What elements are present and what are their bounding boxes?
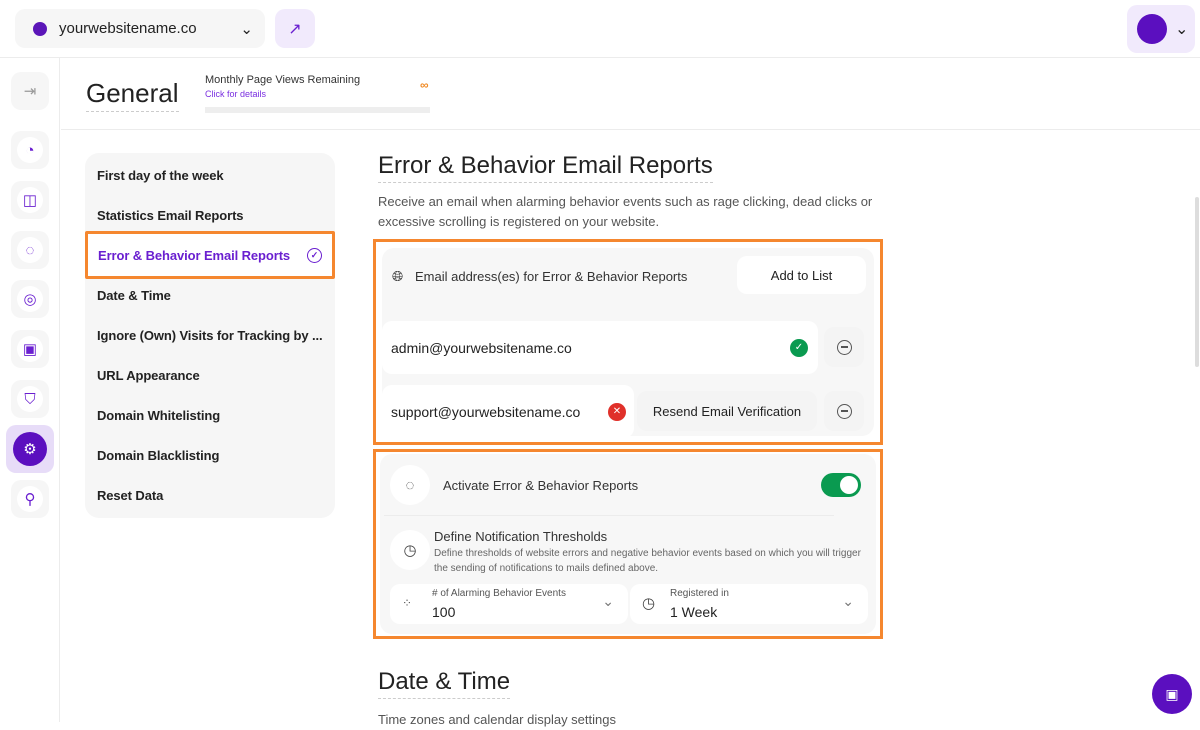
chevron-down-icon: ⌄ xyxy=(1175,21,1189,38)
events-value: 100 xyxy=(432,604,456,620)
error-icon: ✕ xyxy=(608,402,626,421)
registered-value: 1 Week xyxy=(670,604,718,620)
thresholds-description: Define thresholds of website errors and … xyxy=(434,548,861,574)
email-row: admin@yourwebsitename.co ✓ xyxy=(382,321,818,374)
map-pin-icon: ⚲ xyxy=(17,486,43,512)
page-views-value: ∞ xyxy=(420,78,429,92)
check-circle-icon: ✓ xyxy=(307,247,322,263)
external-link-icon: ↗ xyxy=(288,20,302,38)
email-row: support@yourwebsitename.co ✕ xyxy=(382,385,634,438)
nav-feedback[interactable]: ▣ xyxy=(11,330,49,368)
activate-label: Activate Error & Behavior Reports xyxy=(443,478,639,493)
next-section-title: Date & Time xyxy=(378,668,511,699)
details-link[interactable]: Click for details xyxy=(205,89,267,99)
section-title: Error & Behavior Email Reports xyxy=(378,152,713,183)
chat-icon: ▣ xyxy=(1165,685,1179,702)
events-label: # of Alarming Behavior Events xyxy=(432,588,566,599)
chat-button[interactable]: ▣ xyxy=(1152,674,1192,714)
settings-menu: First day of the week Statistics Email R… xyxy=(85,153,335,518)
page-title: General xyxy=(86,78,179,112)
thresholds-title: Define Notification Thresholds xyxy=(434,529,608,544)
menu-item-url-appearance[interactable]: URL Appearance xyxy=(97,368,200,383)
email-address: support@yourwebsitename.co xyxy=(391,403,581,420)
website-selector[interactable]: yourwebsitename.co ⌄ xyxy=(15,9,265,48)
menu-item-statistics-email[interactable]: Statistics Email Reports xyxy=(97,208,244,223)
chevron-down-icon: ⌄ xyxy=(240,20,253,38)
minus-circle-icon xyxy=(836,339,852,355)
loading-cursor-icon: ⁘ xyxy=(402,596,413,610)
chat-icon: ▣ xyxy=(17,336,43,362)
registered-dropdown[interactable]: ◷ Registered in 1 Week ⌄ xyxy=(630,584,868,624)
website-name: yourwebsitename.co xyxy=(59,20,197,37)
menu-item-ignore-visits[interactable]: Ignore (Own) Visits for Tracking by ... xyxy=(97,328,323,343)
activation-panel: ◌ Activate Error & Behavior Reports ◷ De… xyxy=(373,449,883,639)
section-description: Receive an email when alarming behavior … xyxy=(378,194,873,229)
menu-item-error-behavior-email[interactable]: Error & Behavior Email Reports ✓ xyxy=(85,231,335,279)
pie-chart-icon: ◔ xyxy=(17,137,43,163)
minus-circle-icon xyxy=(836,403,852,419)
bag-icon: ◫ xyxy=(17,187,43,213)
divider xyxy=(384,515,834,516)
nav-recordings[interactable]: ◎ xyxy=(11,280,49,318)
click-icon: ◌ xyxy=(17,237,43,263)
menu-item-label: Error & Behavior Email Reports xyxy=(98,247,291,263)
globe-icon xyxy=(33,21,47,36)
icon-rail: ⇥ ◔ ◫ ◌ ◎ ▣ ⛉ ⚙ ⚲ xyxy=(0,58,60,722)
nav-privacy[interactable]: ⛉ xyxy=(11,380,49,418)
nav-dashboard[interactable]: ◔ xyxy=(11,131,49,169)
menu-item-date-time[interactable]: Date & Time xyxy=(97,288,171,303)
open-website-button[interactable]: ↗ xyxy=(275,9,315,48)
collapse-sidebar-button[interactable]: ⇥ xyxy=(11,72,49,110)
nav-behavior[interactable]: ◌ xyxy=(11,231,49,269)
add-to-list-button[interactable]: Add to List xyxy=(737,256,866,294)
click-icon: ◌ xyxy=(390,465,430,505)
page-views-bar xyxy=(205,107,430,113)
page-views-widget: Monthly Page Views Remaining Click for d… xyxy=(205,74,360,99)
clock-icon: ◷ xyxy=(642,595,656,612)
menu-item-reset-data[interactable]: Reset Data xyxy=(97,488,164,503)
menu-item-domain-blacklisting[interactable]: Domain Blacklisting xyxy=(97,448,220,463)
nav-settings[interactable]: ⚙ xyxy=(6,425,54,473)
remove-email-button[interactable] xyxy=(824,327,864,367)
remove-email-button[interactable] xyxy=(824,391,864,431)
shield-icon: ⛉ xyxy=(17,386,43,412)
avatar xyxy=(1137,14,1167,44)
focus-icon: ◎ xyxy=(17,286,43,312)
menu-item-domain-whitelisting[interactable]: Domain Whitelisting xyxy=(97,408,221,423)
gear-icon: ⚙ xyxy=(13,432,47,466)
nav-ecommerce[interactable]: ◫ xyxy=(11,181,49,219)
top-bar xyxy=(0,0,1200,58)
chevron-down-icon: ⌄ xyxy=(842,593,854,609)
resend-verification-button[interactable]: Resend Email Verification xyxy=(637,391,817,431)
page-header xyxy=(61,58,1200,130)
activate-toggle[interactable] xyxy=(821,473,861,497)
email-address: admin@yourwebsitename.co xyxy=(391,339,572,356)
menu-item-first-day[interactable]: First day of the week xyxy=(97,168,224,183)
account-menu[interactable]: ⌄ xyxy=(1127,5,1195,53)
next-section-description: Time zones and calendar display settings xyxy=(378,712,616,727)
email-list-panel: 🌐︎ Email address(es) for Error & Behavio… xyxy=(373,239,883,445)
registered-label: Registered in xyxy=(670,588,729,599)
page-views-label: Monthly Page Views Remaining xyxy=(205,74,361,86)
emails-label: Email address(es) for Error & Behavior R… xyxy=(415,269,688,284)
verified-icon: ✓ xyxy=(790,338,808,357)
clock-icon: ◷ xyxy=(390,530,430,570)
events-dropdown[interactable]: ⁘ # of Alarming Behavior Events 100 ⌄ xyxy=(390,584,628,624)
globe-icon: 🌐︎ xyxy=(392,268,404,284)
scrollbar[interactable] xyxy=(1195,197,1199,367)
arrow-right-circle-icon: ⇥ xyxy=(23,83,37,100)
chevron-down-icon: ⌄ xyxy=(602,593,614,609)
nav-location[interactable]: ⚲ xyxy=(11,480,49,518)
